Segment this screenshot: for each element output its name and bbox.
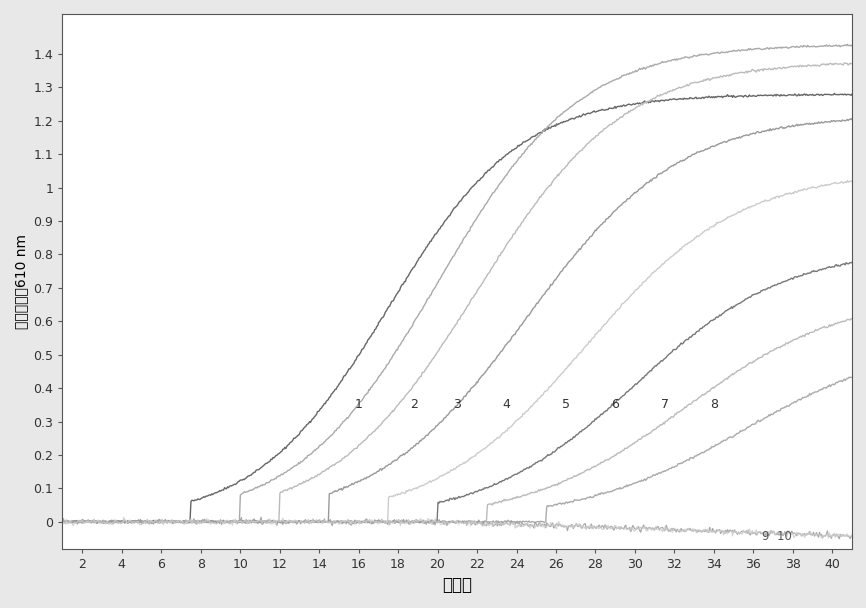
Text: 7: 7 [661, 398, 669, 412]
Text: 8: 8 [710, 398, 718, 412]
Text: 9  10: 9 10 [762, 530, 792, 544]
Text: 4: 4 [502, 398, 511, 412]
Text: 3: 3 [454, 398, 462, 412]
Text: 6: 6 [611, 398, 619, 412]
Y-axis label: 荧光信号値610 nm: 荧光信号値610 nm [14, 233, 28, 329]
X-axis label: 循环数: 循环数 [443, 576, 472, 594]
Text: 1: 1 [355, 398, 363, 412]
Text: 5: 5 [562, 398, 570, 412]
Text: 2: 2 [410, 398, 417, 412]
